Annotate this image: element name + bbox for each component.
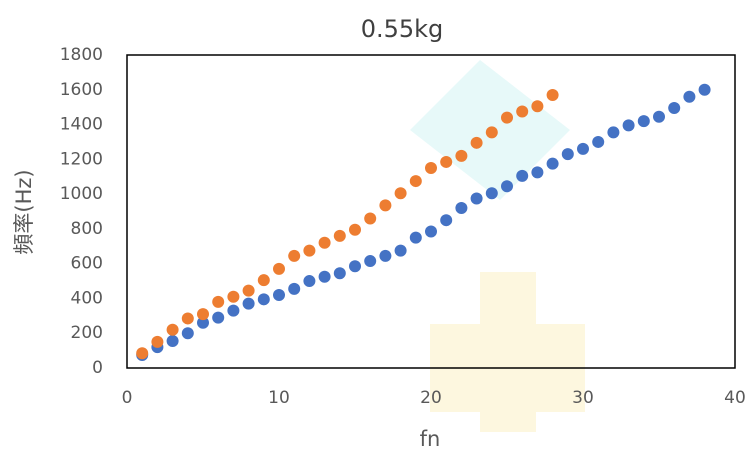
data-point <box>470 136 483 149</box>
data-point <box>257 274 270 287</box>
data-point <box>501 180 513 193</box>
data-point <box>470 192 483 205</box>
data-point <box>166 335 179 348</box>
y-tick-label: 1200 <box>60 149 103 169</box>
data-point <box>364 255 377 268</box>
data-point <box>592 135 605 148</box>
data-point <box>531 100 544 113</box>
data-point <box>501 111 513 124</box>
x-tick-label: 20 <box>420 388 442 408</box>
data-point <box>333 267 346 280</box>
data-point <box>242 284 255 297</box>
data-point <box>653 110 665 123</box>
data-point <box>485 126 498 139</box>
data-point <box>455 202 468 215</box>
data-point <box>440 155 453 168</box>
data-point <box>394 244 407 257</box>
y-tick-label: 1800 <box>60 45 103 65</box>
data-point <box>166 323 179 336</box>
data-point <box>561 148 574 161</box>
data-point <box>318 270 331 283</box>
data-point <box>288 282 301 295</box>
x-axis-title: fn <box>420 427 441 451</box>
data-point <box>197 316 209 329</box>
y-tick-label: 600 <box>71 254 103 274</box>
data-point <box>212 311 225 324</box>
data-point <box>227 304 240 317</box>
data-point <box>455 149 468 162</box>
data-point <box>637 115 650 128</box>
y-tick-label: 0 <box>92 358 103 378</box>
data-point <box>409 175 422 188</box>
data-point <box>273 288 285 301</box>
data-point <box>425 162 437 175</box>
data-point <box>273 262 285 275</box>
data-point <box>257 293 270 306</box>
data-point <box>197 308 209 321</box>
x-tick-label: 30 <box>572 388 594 408</box>
x-tick-label: 10 <box>268 388 290 408</box>
data-point <box>531 166 544 179</box>
data-point <box>318 236 331 249</box>
y-tick-label: 400 <box>71 288 103 308</box>
data-point <box>516 169 529 182</box>
data-point <box>303 275 316 288</box>
y-tick-label: 800 <box>71 219 103 239</box>
data-point <box>425 225 437 238</box>
data-point <box>394 187 407 200</box>
data-point <box>440 214 453 227</box>
data-point <box>349 223 361 236</box>
data-point <box>409 231 422 244</box>
y-tick-label: 1400 <box>60 115 103 135</box>
data-point <box>303 244 316 257</box>
data-point <box>607 126 620 139</box>
y-axis-title: 頻率(Hz) <box>12 169 36 254</box>
data-point <box>683 90 696 103</box>
data-point <box>577 142 589 155</box>
data-point <box>181 327 194 340</box>
data-point <box>227 290 240 303</box>
plot-frame <box>126 54 736 369</box>
data-point <box>546 88 559 101</box>
data-point <box>151 335 164 348</box>
data-point <box>379 249 392 262</box>
data-point <box>698 83 711 96</box>
y-tick-label: 200 <box>71 323 103 343</box>
data-point <box>212 295 225 308</box>
data-point <box>516 105 529 118</box>
x-tick-label: 40 <box>724 388 746 408</box>
y-tick-label: 1600 <box>60 80 103 100</box>
data-point <box>136 347 149 360</box>
chart-title: 0.55kg <box>361 15 444 43</box>
data-point <box>242 297 255 310</box>
data-point <box>485 187 498 200</box>
data-point <box>181 312 194 325</box>
data-point <box>379 199 392 212</box>
data-point <box>333 229 346 242</box>
data-point <box>349 260 361 273</box>
y-tick-label: 1000 <box>60 184 103 204</box>
data-point <box>622 119 635 132</box>
data-point <box>364 212 377 225</box>
x-tick-label: 0 <box>122 388 133 408</box>
data-point <box>668 102 681 115</box>
data-point <box>546 157 559 170</box>
data-point <box>288 249 301 262</box>
